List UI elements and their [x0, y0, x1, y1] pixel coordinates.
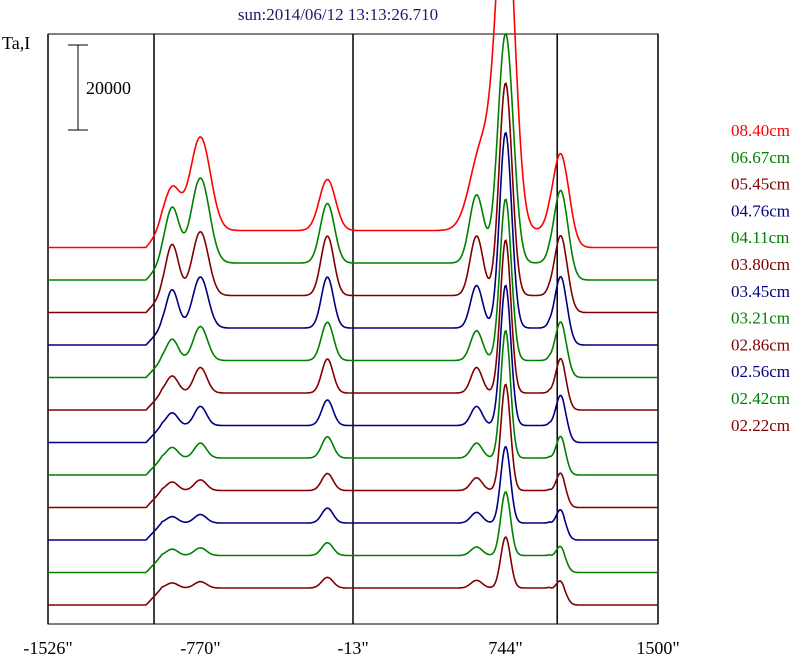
series-line	[48, 445, 658, 541]
x-tick-labels: -1526" -770" -13" 744" 1500"	[23, 638, 679, 658]
series-line	[48, 32, 658, 281]
series-line	[48, 131, 658, 346]
series-line	[48, 239, 658, 411]
legend-entry: 04.11cm	[731, 228, 789, 247]
x-tick-label: -13"	[337, 638, 368, 658]
x-tick-label: -1526"	[23, 638, 72, 658]
x-tick-label: 744"	[488, 638, 522, 658]
legend-entry: 05.45cm	[731, 175, 790, 194]
series-line	[48, 329, 658, 476]
series-line	[48, 198, 658, 379]
y-axis-label: Ta,I	[2, 33, 30, 53]
legend: 08.40cm 06.67cm 05.45cm 04.76cm 04.11cm 03.80…	[731, 121, 790, 435]
series-line	[48, 383, 658, 509]
series-line	[48, 536, 658, 606]
chart-title: sun:2014/06/12 13:13:26.710	[238, 5, 438, 24]
legend-entry: 02.42cm	[731, 389, 790, 408]
series-line	[48, 284, 658, 444]
legend-entry: 02.22cm	[731, 416, 790, 435]
series-line	[48, 0, 658, 249]
series-line	[48, 82, 658, 314]
legend-entry: 02.86cm	[731, 335, 790, 354]
legend-entry: 03.45cm	[731, 282, 790, 301]
legend-entry: 03.80cm	[731, 255, 790, 274]
x-tick-label: -770"	[180, 638, 220, 658]
legend-entry: 06.67cm	[731, 148, 790, 167]
legend-entry: 04.76cm	[731, 201, 790, 220]
legend-entry: 02.56cm	[731, 362, 790, 381]
legend-entry: 08.40cm	[731, 121, 790, 140]
series-line	[48, 491, 658, 574]
x-tick-label: 1500"	[636, 638, 679, 658]
vertical-markers	[47, 34, 659, 624]
series-group	[48, 0, 658, 606]
scale-bar: 20000	[68, 44, 131, 131]
scale-bar-label: 20000	[86, 78, 131, 98]
legend-entry: 03.21cm	[731, 309, 790, 328]
